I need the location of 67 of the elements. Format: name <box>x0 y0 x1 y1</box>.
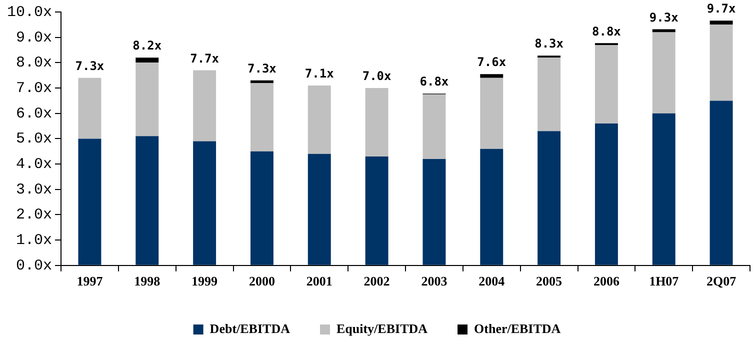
y-tick-label: 4.0x <box>16 156 52 174</box>
total-label: 9.3x <box>649 10 678 24</box>
total-label: 8.3x <box>534 36 564 51</box>
bar <box>652 113 676 265</box>
x-tick-label: 2000 <box>248 274 275 289</box>
bar <box>594 44 618 124</box>
total-label: 8.2x <box>132 38 162 53</box>
legend-label: Debt/EBITDA <box>210 320 291 336</box>
total-label: 7.1x <box>304 66 334 81</box>
bar <box>480 148 504 265</box>
bar <box>193 141 216 265</box>
bar <box>710 24 733 101</box>
bar <box>538 58 561 132</box>
bar <box>594 123 618 265</box>
y-tick-label: 10.0x <box>6 4 52 21</box>
legend-label: Equity/EBITDA <box>336 320 428 336</box>
bar <box>193 70 216 142</box>
y-tick-label: 6.0x <box>16 105 52 122</box>
bar <box>480 74 504 78</box>
bar <box>652 29 676 32</box>
bar <box>365 156 388 265</box>
bar <box>710 100 733 265</box>
total-label: 7.3x <box>248 62 276 76</box>
bar <box>136 136 159 265</box>
x-tick-label: 1997 <box>76 274 104 289</box>
bar <box>538 131 561 265</box>
bar <box>365 88 388 156</box>
bar <box>652 32 676 114</box>
total-label: 6.8x <box>420 74 449 89</box>
bar <box>422 94 446 159</box>
bar <box>308 154 331 265</box>
y-tick-label: 1.0x <box>16 232 52 250</box>
x-tick-label: 2Q07 <box>706 274 737 289</box>
bar <box>480 78 504 149</box>
total-label: 7.3x <box>75 59 104 74</box>
bar <box>136 58 159 63</box>
total-label: 7.6x <box>477 55 506 70</box>
x-tick-label: 1999 <box>192 274 218 289</box>
x-tick-label: 2005 <box>536 274 563 289</box>
y-tick-label: 2.0x <box>16 206 52 224</box>
y-tick-label: 5.0x <box>16 130 52 148</box>
x-tick-label: 2004 <box>478 274 506 289</box>
y-tick-label: 3.0x <box>16 181 52 198</box>
total-label: 9.7x <box>706 2 736 16</box>
y-tick-label: 0.0x <box>16 257 52 274</box>
bar <box>422 158 446 265</box>
bar <box>250 80 274 83</box>
total-label: 8.8x <box>592 24 621 38</box>
y-tick-label: 7.0x <box>16 80 52 97</box>
bar <box>136 62 159 136</box>
bar <box>250 151 274 265</box>
bar <box>78 138 102 265</box>
x-tick-label: 2002 <box>364 274 390 289</box>
total-label: 7.0x <box>362 69 392 84</box>
x-tick-label: 2001 <box>306 274 332 289</box>
x-tick-label: 1H07 <box>649 274 680 289</box>
y-tick-label: 8.0x <box>16 54 52 72</box>
bar <box>308 85 331 154</box>
x-tick-label: 2003 <box>421 274 448 289</box>
total-label: 7.7x <box>190 51 219 66</box>
y-tick-label: 9.0x <box>16 29 52 46</box>
bar <box>78 78 102 139</box>
x-tick-label: 1998 <box>134 274 161 289</box>
bar <box>250 82 274 152</box>
bar <box>710 20 733 25</box>
x-tick-label: 2006 <box>593 274 620 289</box>
legend-label: Other/EBITDA <box>474 320 562 336</box>
